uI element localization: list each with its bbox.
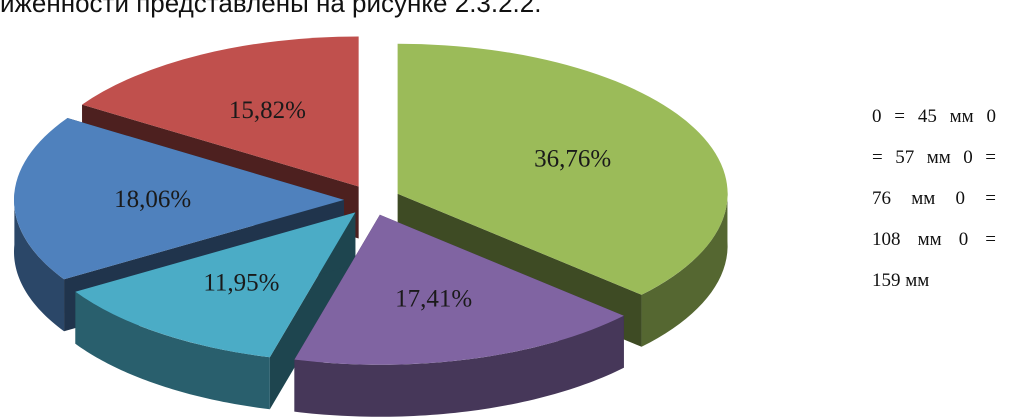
caption-text: ижённости представлены на рисунке 2.3.2.… [0,0,542,18]
slice-outer-wall [75,291,270,410]
legend-line: 108 мм 0 = [872,229,996,250]
labels-layer: 36,76% 17,41% 11,95% 18,06% 15,82% [114,97,611,312]
chart-legend: 0 = 45 мм 0 = 57 мм 0 = 76 мм 0 = 108 мм… [872,96,996,301]
slice-outer-wall [14,192,65,332]
slices-layer [14,36,728,417]
slice-top-face [397,43,728,295]
slice-label: 36,76% [534,146,611,173]
slice-top-face [14,118,345,280]
slice-label: 15,82% [229,97,306,124]
pie-chart: 36,76% 17,41% 11,95% 18,06% 15,82% [14,36,728,417]
slice-top-face [75,212,356,358]
pie-slice [75,212,356,410]
slice-top-face [294,214,624,365]
slice-label: 17,41% [395,285,472,312]
slice-outer-wall [641,189,728,347]
slice-outer-wall [294,315,624,417]
slice-top-face [82,36,359,187]
legend-line: 159 мм [872,270,930,291]
pie-slice [294,214,624,417]
legend-line: = 57 мм 0 = [872,147,996,168]
slice-label: 18,06% [114,186,191,213]
legend-line: 76 мм 0 = [872,188,996,209]
legend-line: 0 = 45 мм 0 [872,106,996,127]
slice-label: 11,95% [203,269,279,296]
